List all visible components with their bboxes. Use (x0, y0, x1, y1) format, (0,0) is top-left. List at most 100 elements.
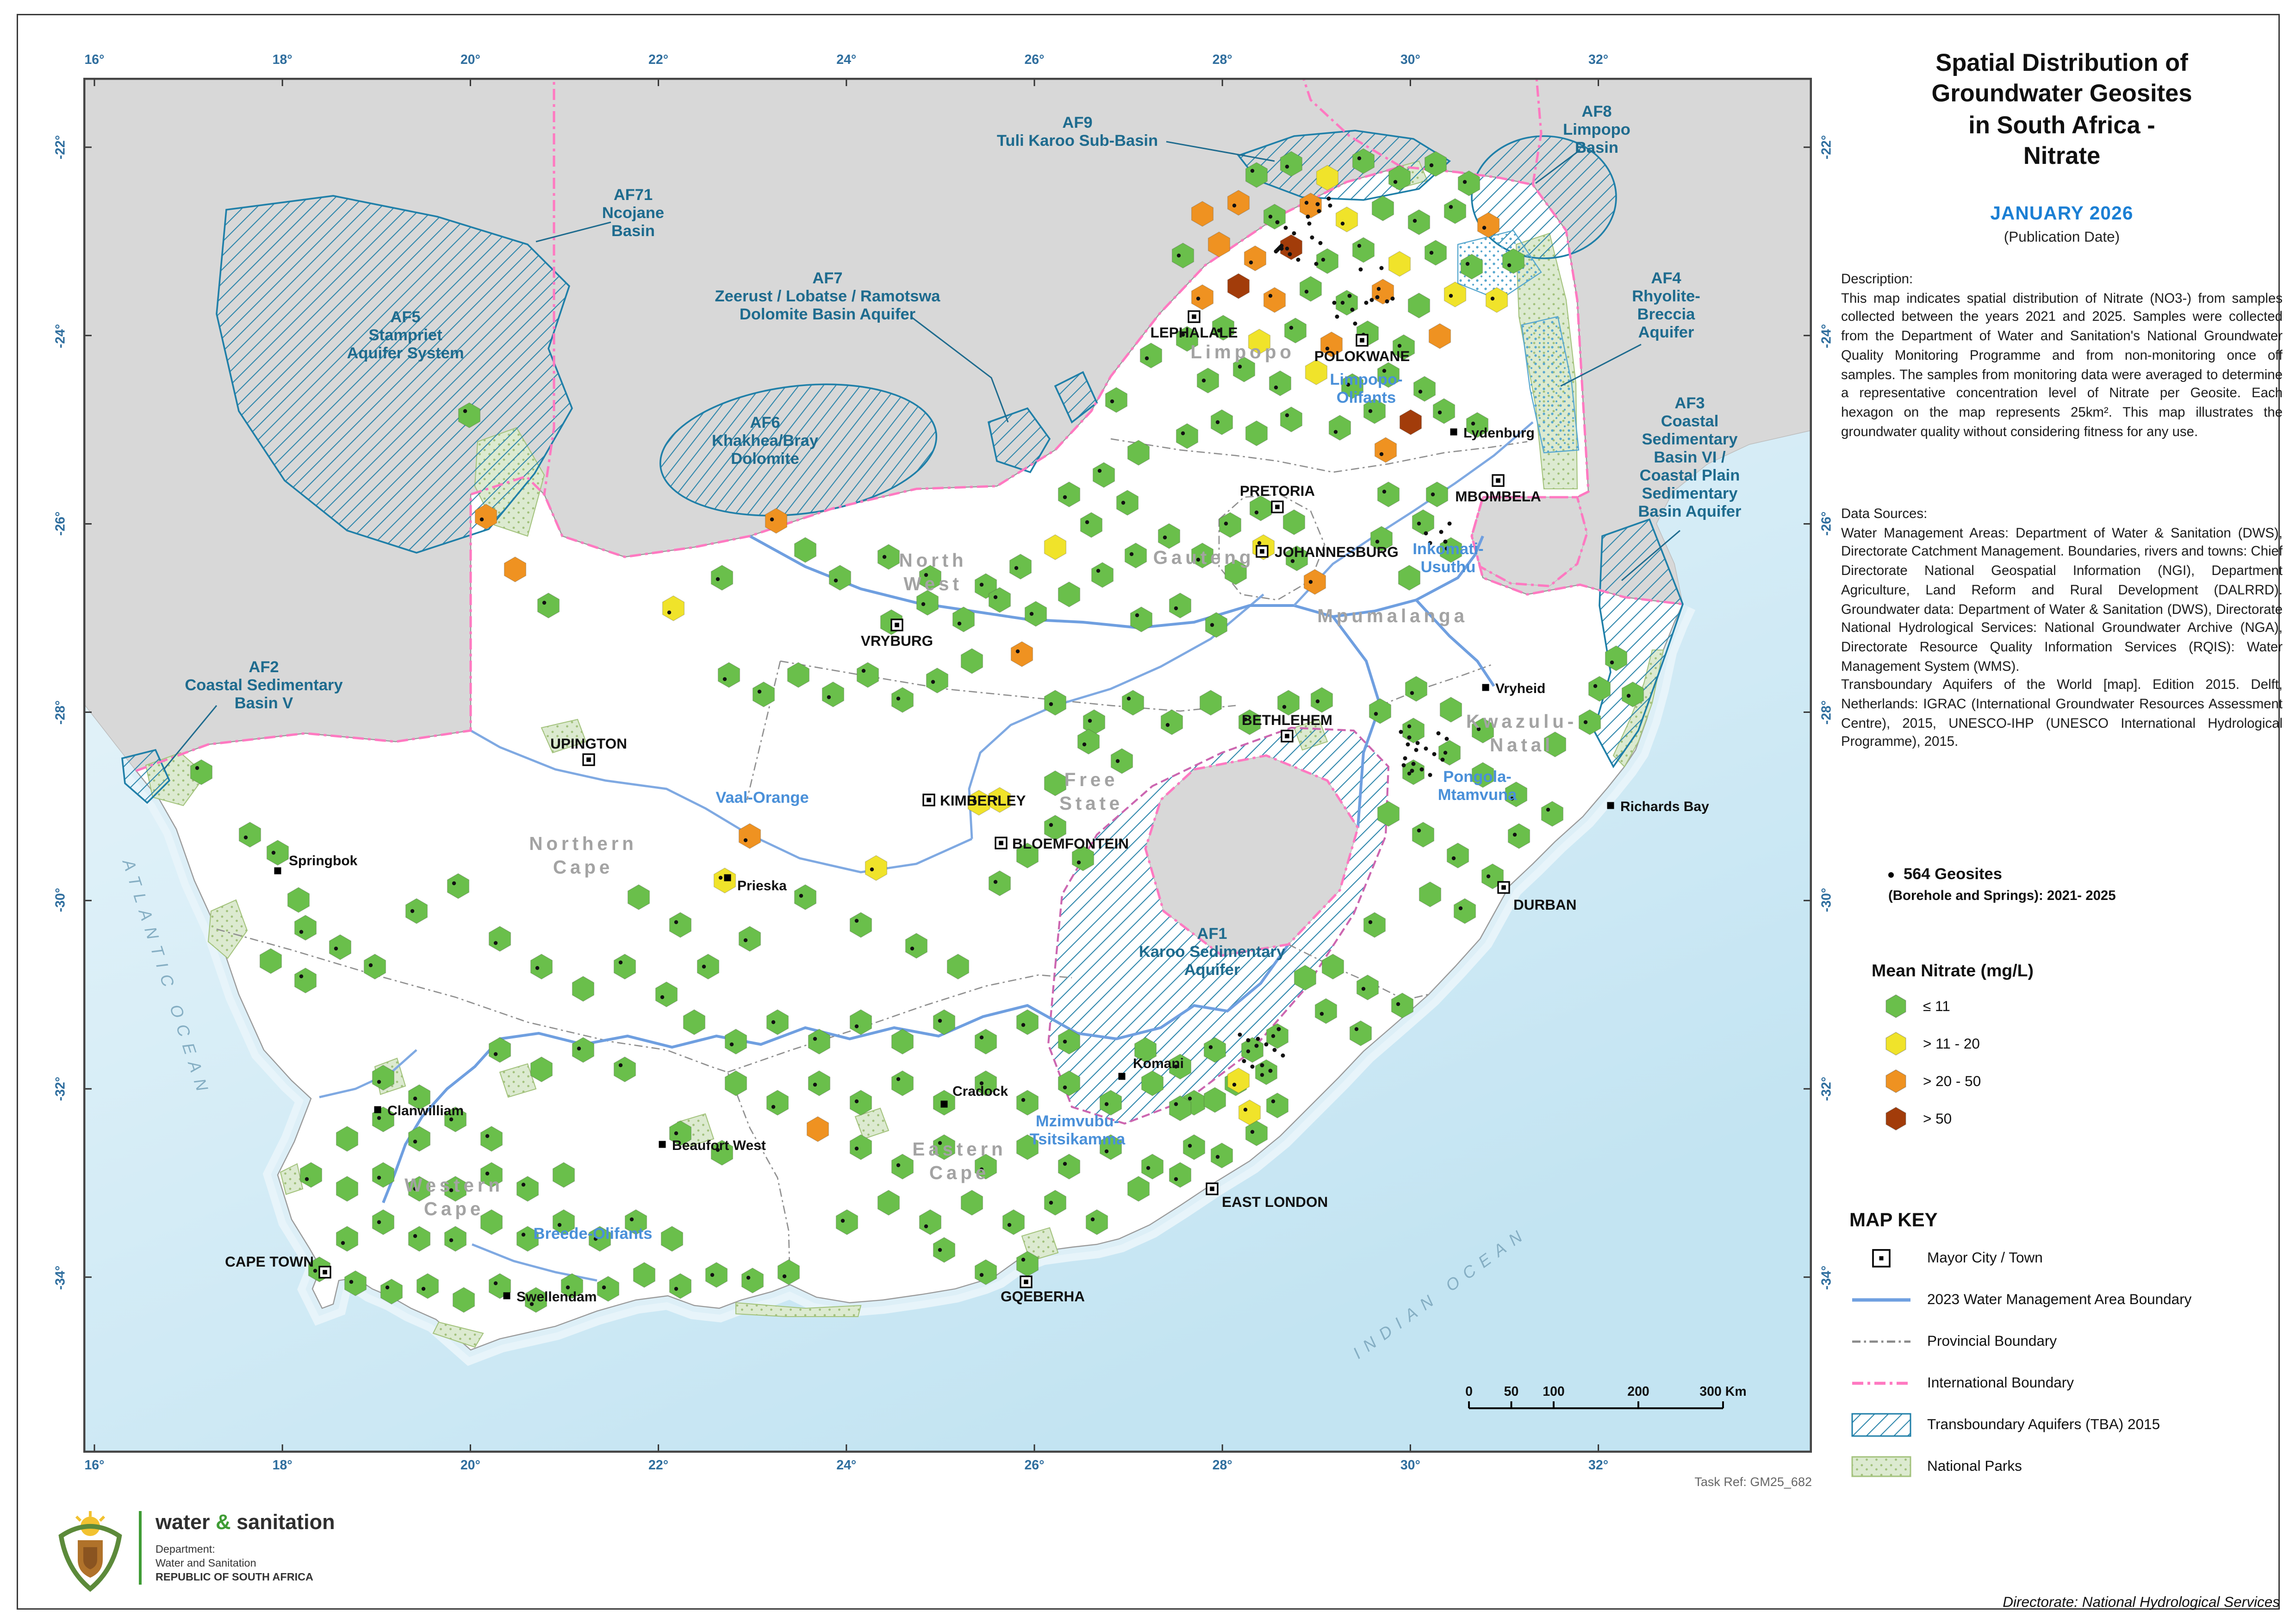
geosite-dot (1407, 735, 1412, 740)
geosite-dot (1256, 1037, 1260, 1041)
nitrate-hexagon (865, 855, 888, 881)
geosite-dot (1174, 1064, 1178, 1069)
svg-text:200: 200 (1627, 1384, 1649, 1399)
nitrate-hexagon (1266, 1023, 1289, 1049)
nitrate-hexagon (933, 1009, 956, 1035)
nitrate-hexagon (766, 1090, 789, 1116)
nitrate-legend-label: > 11 - 20 (1923, 1035, 1980, 1052)
nitrate-hexagon (1232, 356, 1256, 382)
city-marker-major-dot (1501, 885, 1506, 890)
city-label: LEPHALALE (1151, 324, 1238, 341)
aquifer-label: Coastal (1661, 412, 1719, 430)
geosite-dot (770, 517, 774, 522)
geosite-dot (1437, 410, 1442, 415)
geosite-dot (1174, 1177, 1178, 1181)
nitrate-hexagon-swatch (1885, 1031, 1906, 1056)
tba-af8-stipple (1457, 230, 1542, 301)
city-label: DURBAN (1513, 896, 1577, 913)
geosite-dot (979, 1167, 984, 1172)
title-line: Nitrate (2023, 142, 2101, 170)
nitrate-hexagon (1398, 565, 1421, 591)
geosite-dot (1215, 1155, 1220, 1159)
nitrate-hexagon (669, 1273, 692, 1299)
geosite-dot (1082, 742, 1087, 747)
nitrate-hexagon (905, 933, 928, 959)
geosite-dot (896, 1077, 901, 1081)
geosite-dot (993, 595, 998, 600)
aquifer-arrow (535, 221, 611, 243)
geosite-dot (702, 964, 706, 969)
geosite-dot (413, 1234, 417, 1238)
description-body: This map indicates spatial distribution … (1841, 291, 2283, 440)
geosite-dot (1414, 748, 1419, 752)
geosite-dot (1272, 1048, 1277, 1052)
geosite-dot (1403, 756, 1407, 761)
nitrate-hexagon (1507, 823, 1531, 849)
geosite-dot (979, 582, 984, 587)
nitrate-hexagon (1191, 284, 1214, 310)
geosite-dot (452, 881, 456, 886)
geosite-dot (1090, 1217, 1095, 1222)
nitrate-hexagon (1219, 512, 1242, 538)
svg-text:0: 0 (1465, 1384, 1473, 1399)
nitrate-hexagon (458, 402, 481, 428)
nitrate-hexagon (1371, 195, 1394, 221)
geosite-dot-icon (1888, 872, 1894, 878)
aquifer-label: Limpopo (1563, 121, 1630, 138)
map-key-label: National Parks (1927, 1458, 2022, 1475)
aquifer-label: Rhyolite- (1632, 287, 1700, 305)
geosite-dot (854, 1024, 859, 1029)
nitrate-legend-item: > 11 - 20 (1872, 1031, 2296, 1057)
geosite-dot (1340, 221, 1345, 226)
geosite-dot (195, 766, 199, 770)
tba-af7-dolomite-a (987, 407, 1051, 474)
geosite-dot (1369, 298, 1374, 302)
nitrate-hexagon (1238, 709, 1261, 735)
geosite-dot (271, 850, 276, 855)
nitrate-hexagon (1227, 190, 1250, 216)
coordinate-label: -26° (53, 512, 69, 536)
aquifer-arrow (910, 316, 1009, 423)
geosite-dot (1260, 1063, 1264, 1068)
nitrate-hexagon (946, 954, 970, 980)
geosite-dot (1490, 296, 1495, 301)
geosite-dot (993, 796, 998, 801)
city-label: Vryheid (1495, 681, 1545, 696)
city-marker-major-dot (1024, 1280, 1028, 1284)
nitrate-hexagon (1227, 273, 1250, 299)
geosite-dot (1304, 200, 1309, 205)
geosite-dot (1510, 796, 1514, 801)
province-label: Cape (929, 1162, 989, 1183)
geosite-dot (413, 1096, 417, 1101)
transboundary-aquifers (121, 130, 1684, 804)
geosite-dot (334, 946, 338, 951)
geosite-dot (1129, 552, 1134, 556)
nitrate-hexagon (988, 787, 1011, 813)
geosite-dot (746, 1275, 751, 1280)
aquifer-label: Stampriet (368, 326, 442, 344)
geosite-dot (485, 1171, 490, 1176)
wma-label: Usuthu (1421, 558, 1476, 576)
coordinate-label: 24° (836, 1458, 857, 1474)
city-marker-major-dot (999, 841, 1003, 845)
aquifer-label: Basin VI / (1654, 449, 1726, 466)
nitrate-hexagon (1176, 423, 1199, 449)
nitrate-hexagon (444, 1106, 467, 1132)
nitrate-hexagon (1210, 409, 1233, 435)
geosite-dot (1021, 1257, 1026, 1262)
nitrate-hexagon (849, 912, 872, 938)
geosite-dot (1176, 253, 1181, 258)
geosite-dot (854, 1146, 859, 1151)
nitrate-hexagon (1578, 709, 1601, 735)
nitrate-hexagon (294, 968, 317, 993)
geosite-dot (1440, 757, 1445, 762)
geosite-dot (1276, 1027, 1281, 1031)
nitrate-hexagon (1412, 509, 1435, 535)
geosite-dot (1126, 696, 1131, 701)
geosite-dot (931, 680, 935, 684)
city-marker-major-dot (927, 798, 931, 802)
geosite-dot (1486, 874, 1491, 879)
nitrate-hexagon (1392, 334, 1415, 360)
geosite-dot (993, 880, 998, 884)
nitrate-hexagon (1446, 843, 1469, 868)
